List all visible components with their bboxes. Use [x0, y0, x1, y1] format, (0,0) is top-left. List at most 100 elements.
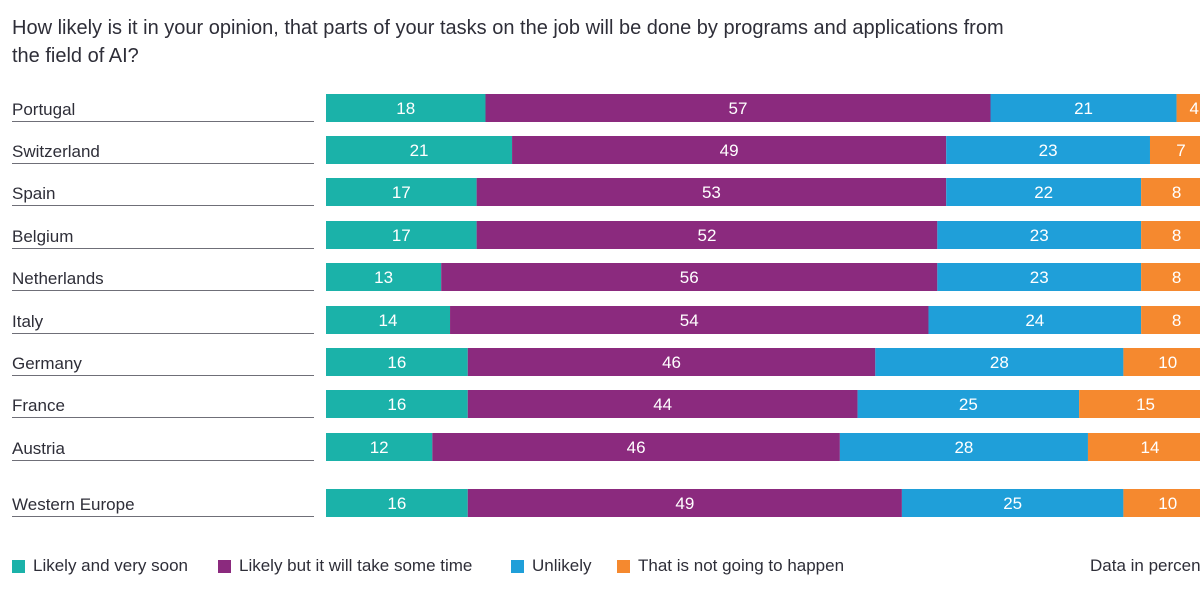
bar-segment	[857, 390, 1080, 418]
data-label: 52	[698, 226, 717, 245]
data-label: 16	[387, 494, 406, 513]
data-label: 44	[653, 395, 672, 414]
bar-segment	[1123, 489, 1200, 517]
bar-segment	[839, 433, 1088, 461]
legend-item: Likely and very soon	[12, 556, 188, 576]
data-label: 17	[392, 183, 411, 202]
data-label: 49	[675, 494, 694, 513]
data-label: 16	[387, 395, 406, 414]
bar-segment	[937, 263, 1142, 291]
bar-segment	[326, 136, 513, 164]
unit-note: Data in percent	[1090, 556, 1200, 575]
data-label: 23	[1039, 141, 1058, 160]
bar-segment	[1141, 263, 1200, 291]
data-label: 21	[410, 141, 429, 160]
data-label: 53	[702, 183, 721, 202]
bar-segment	[441, 263, 938, 291]
legend-swatch	[12, 559, 25, 573]
data-label: 12	[370, 438, 389, 457]
bar-segment	[875, 348, 1124, 376]
bar-segment	[326, 178, 477, 206]
legend-label: Unlikely	[532, 556, 592, 575]
data-label: 54	[680, 311, 699, 330]
data-label: 14	[1141, 438, 1160, 457]
category-label: Netherlands	[12, 269, 104, 288]
category-label: Austria	[12, 439, 65, 458]
data-label: 23	[1030, 268, 1049, 287]
bar-segment	[1087, 433, 1200, 461]
data-label: 22	[1034, 183, 1053, 202]
legend-item: That is not going to happen	[617, 556, 844, 576]
data-label: 28	[990, 353, 1009, 372]
data-label: 15	[1136, 395, 1155, 414]
data-label: 13	[374, 268, 393, 287]
bar-segment	[1141, 221, 1200, 249]
legend-swatch	[218, 559, 231, 573]
data-label: 4	[1190, 99, 1199, 118]
bar-segment	[937, 221, 1142, 249]
bar-segment	[326, 489, 468, 517]
bar-segment	[1141, 306, 1200, 334]
data-label: 21	[1074, 99, 1093, 118]
data-label: 23	[1030, 226, 1049, 245]
category-label: Germany	[12, 354, 82, 373]
bar-segment	[1123, 348, 1200, 376]
legend-item: Likely but it will take some time	[218, 556, 472, 576]
data-label: 24	[1025, 311, 1044, 330]
data-label: 46	[662, 353, 681, 372]
bar-segment	[326, 348, 468, 376]
bar-segment	[432, 433, 840, 461]
bar-segment	[476, 178, 947, 206]
data-label: 16	[387, 353, 406, 372]
legend-swatch	[511, 559, 524, 573]
bar-segment	[990, 94, 1177, 122]
data-label: 25	[1003, 494, 1022, 513]
data-label: 56	[680, 268, 699, 287]
legend-item: Unlikely	[511, 556, 592, 576]
legend-label: Likely but it will take some time	[239, 556, 473, 575]
data-label: 8	[1172, 183, 1181, 202]
bar-segment	[946, 136, 1150, 164]
category-label: Switzerland	[12, 142, 100, 161]
bar-segment	[326, 390, 468, 418]
category-label: Belgium	[12, 227, 73, 246]
data-label: 18	[396, 99, 415, 118]
bar-segment	[467, 390, 858, 418]
bar-segment	[1079, 390, 1200, 418]
data-label: 10	[1158, 353, 1177, 372]
data-label: 8	[1172, 226, 1181, 245]
data-label: 57	[729, 99, 748, 118]
bar-segment	[326, 433, 433, 461]
legend-label: That is not going to happen	[638, 556, 845, 575]
data-label: 25	[959, 395, 978, 414]
data-label: 17	[392, 226, 411, 245]
data-label: 8	[1172, 311, 1181, 330]
legend: Likely and very soon Likely but it will t…	[12, 556, 1200, 580]
bar-segment	[1149, 136, 1200, 164]
data-label: 28	[954, 438, 973, 457]
data-label: 8	[1172, 268, 1181, 287]
bar-segment	[512, 136, 947, 164]
bar-segment	[946, 178, 1142, 206]
bar-segment	[928, 306, 1142, 334]
bar-segment	[467, 489, 902, 517]
bar-segment	[326, 94, 486, 122]
chart-title: How likely is it in your opinion, that p…	[12, 17, 1004, 67]
category-label: Western Europe	[12, 495, 135, 514]
bar-segment	[1141, 178, 1200, 206]
bar-segment	[467, 348, 876, 376]
legend-swatch	[617, 559, 630, 573]
category-label: France	[12, 396, 65, 415]
data-label: 14	[379, 311, 398, 330]
bar-segment	[476, 221, 938, 249]
category-label: Italy	[12, 312, 44, 331]
data-label: 46	[627, 438, 646, 457]
bar-segment	[901, 489, 1124, 517]
legend-label: Likely and very soon	[33, 556, 188, 575]
category-label: Portugal	[12, 100, 75, 119]
bar-segment	[326, 221, 477, 249]
data-label: 7	[1176, 141, 1185, 160]
bar-segment	[1176, 94, 1200, 122]
